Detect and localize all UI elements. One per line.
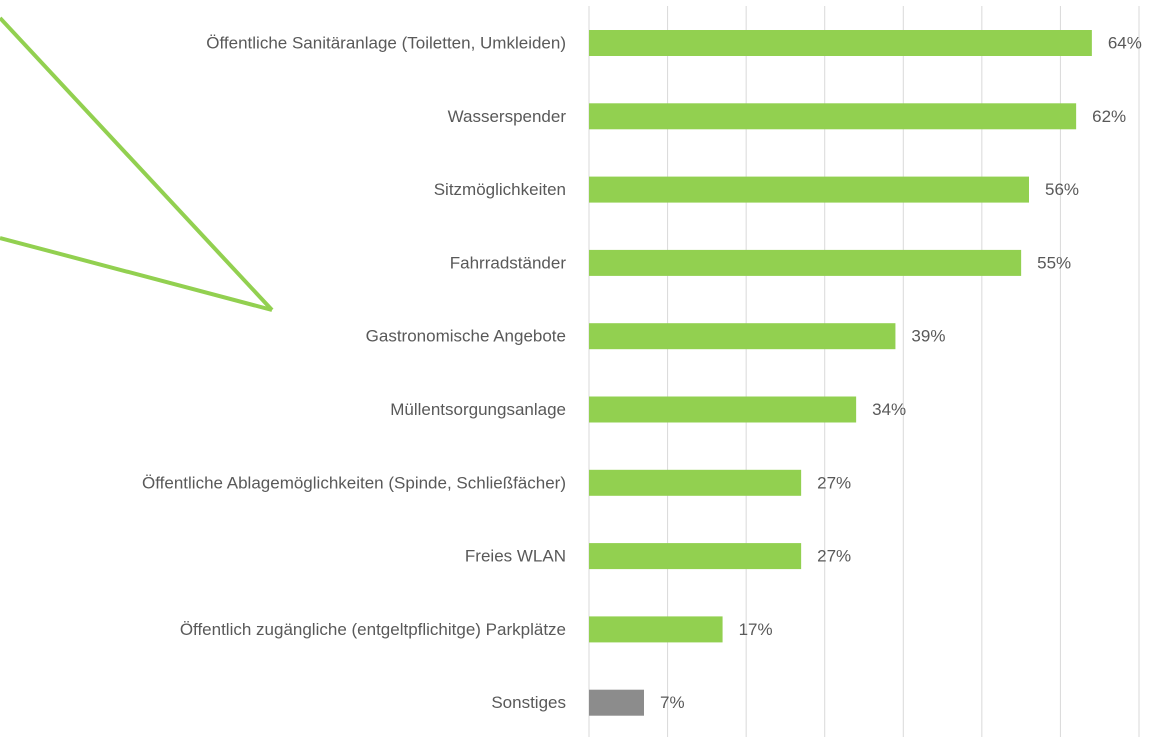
bar xyxy=(589,689,644,716)
bar xyxy=(589,543,802,570)
category-label: Öffentliche Sanitäranlage (Toiletten, Um… xyxy=(206,33,566,52)
value-label: 39% xyxy=(911,327,945,346)
bar xyxy=(589,176,1029,203)
bar xyxy=(589,469,802,496)
value-label: 64% xyxy=(1108,33,1142,52)
bar xyxy=(589,616,723,643)
value-label: 27% xyxy=(817,473,851,492)
value-label: 7% xyxy=(660,693,685,712)
value-label: 62% xyxy=(1092,107,1126,126)
category-label: Freies WLAN xyxy=(465,547,566,566)
category-label: Gastronomische Angebote xyxy=(366,327,566,346)
bar xyxy=(589,103,1077,130)
category-label: Fahrradständer xyxy=(450,253,567,272)
category-label: Öffentliche Ablagemöglichkeiten (Spinde,… xyxy=(142,473,566,492)
category-label: Wasserspender xyxy=(448,107,567,126)
value-label: 34% xyxy=(872,400,906,419)
category-label: Müllentsorgungsanlage xyxy=(390,400,566,419)
bar xyxy=(589,249,1022,276)
value-label: 17% xyxy=(739,620,773,639)
callout-line xyxy=(0,16,274,312)
bar xyxy=(589,323,896,350)
bar xyxy=(589,396,857,423)
value-label: 55% xyxy=(1037,253,1071,272)
category-label: Sonstiges xyxy=(491,693,566,712)
bar xyxy=(589,30,1092,56)
value-label: 27% xyxy=(817,547,851,566)
category-label: Öffentlich zugängliche (entgeltpflichitg… xyxy=(180,620,566,639)
value-label: 56% xyxy=(1045,180,1079,199)
callout-line xyxy=(0,236,273,312)
category-label: Sitzmöglichkeiten xyxy=(434,180,566,199)
